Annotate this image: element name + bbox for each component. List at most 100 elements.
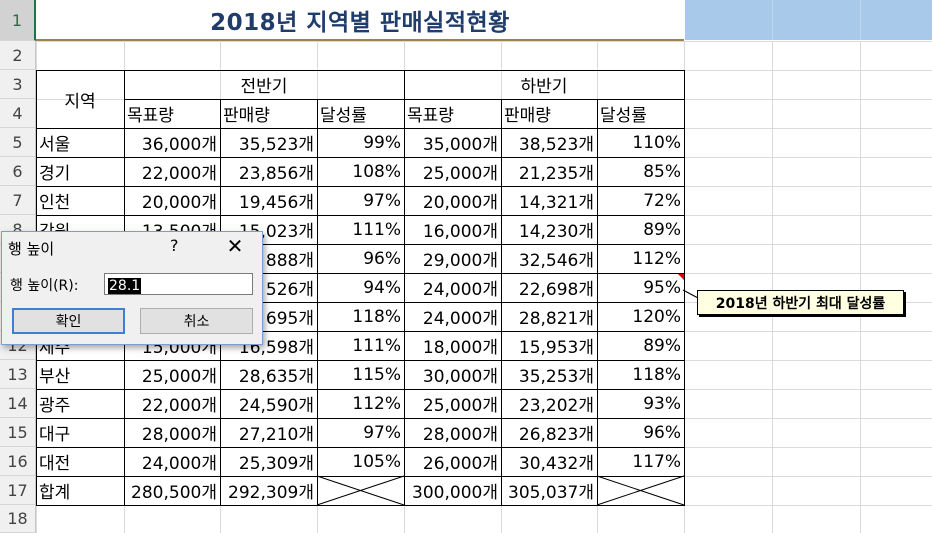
sheet-title[interactable]: 2018년 지역별 판매실적현황 <box>210 10 510 36</box>
value-cell[interactable]: 22,000개 <box>141 164 217 184</box>
cell-comment[interactable]: 2018년 하반기 최대 달성률 <box>697 290 904 315</box>
value-cell[interactable]: 24,000개 <box>422 309 498 329</box>
row-header-18[interactable]: 18 <box>0 505 36 533</box>
value-cell[interactable]: 97% <box>363 190 401 211</box>
value-cell[interactable]: 30,000개 <box>422 367 498 387</box>
value-cell[interactable]: 96% <box>363 248 401 269</box>
help-icon[interactable]: ? <box>170 236 179 255</box>
value-cell[interactable]: 25,000개 <box>422 396 498 416</box>
row-header-13[interactable]: 13 <box>0 360 36 389</box>
value-cell[interactable]: 26,000개 <box>422 454 498 474</box>
region-cell[interactable]: 대전 <box>39 454 71 474</box>
value-cell[interactable]: 118% <box>352 306 401 327</box>
value-cell[interactable]: 20,000개 <box>141 193 217 213</box>
value-cell[interactable]: 120% <box>632 306 681 327</box>
value-cell[interactable]: 35,000개 <box>422 135 498 155</box>
value-cell[interactable]: 32,546개 <box>518 251 594 271</box>
row-height-input[interactable]: 28.1 <box>104 273 253 295</box>
value-cell[interactable]: 111% <box>352 219 401 240</box>
row-header-3[interactable]: 3 <box>0 70 36 99</box>
header-second-half[interactable]: 하반기 <box>520 77 568 97</box>
value-cell[interactable]: 96% <box>643 422 681 443</box>
total-sales-second[interactable]: 305,037개 <box>508 483 594 503</box>
total-label[interactable]: 합계 <box>39 483 71 503</box>
value-cell[interactable]: 105% <box>352 451 401 472</box>
value-cell[interactable]: 35,253개 <box>518 367 594 387</box>
row-header-15[interactable]: 15 <box>0 418 36 447</box>
value-cell[interactable]: 89% <box>643 219 681 240</box>
value-cell[interactable]: 112% <box>632 248 681 269</box>
row-header-7[interactable]: 7 <box>0 186 36 215</box>
header-rate[interactable]: 달성률 <box>600 106 647 126</box>
value-cell[interactable]: 695개 <box>265 309 314 329</box>
region-cell[interactable]: 대구 <box>39 425 71 445</box>
row-header-6[interactable]: 6 <box>0 157 36 186</box>
value-cell[interactable]: 23,856개 <box>238 164 314 184</box>
value-cell[interactable]: 28,000개 <box>422 425 498 445</box>
header-target[interactable]: 목표량 <box>407 106 454 126</box>
row-header-16[interactable]: 16 <box>0 447 36 476</box>
region-cell[interactable]: 인천 <box>39 193 71 213</box>
value-cell[interactable]: 21,235개 <box>518 164 594 184</box>
value-cell[interactable]: 28,635개 <box>238 367 314 387</box>
value-cell[interactable]: 29,000개 <box>422 251 498 271</box>
row-header-2[interactable]: 2 <box>0 41 36 70</box>
header-sales[interactable]: 판매량 <box>223 106 270 126</box>
value-cell[interactable]: 26,823개 <box>518 425 594 445</box>
header-sales[interactable]: 판매량 <box>504 106 551 126</box>
row-header-14[interactable]: 14 <box>0 389 36 418</box>
value-cell[interactable]: 38,523개 <box>518 135 594 155</box>
value-cell[interactable]: 72% <box>643 190 681 211</box>
region-cell[interactable]: 경기 <box>39 164 71 184</box>
value-cell[interactable]: 22,698개 <box>518 280 594 300</box>
value-cell[interactable]: 25,000개 <box>141 367 217 387</box>
header-rate[interactable]: 달성률 <box>320 106 367 126</box>
value-cell[interactable]: 30,432개 <box>518 454 594 474</box>
value-cell[interactable]: 89% <box>643 335 681 356</box>
value-cell[interactable]: 117% <box>632 451 681 472</box>
value-cell[interactable]: 14,321개 <box>518 193 594 213</box>
region-cell[interactable]: 부산 <box>39 367 71 387</box>
value-cell[interactable]: 112% <box>352 393 401 414</box>
value-cell[interactable]: 94% <box>363 277 401 298</box>
total-target-second[interactable]: 300,000개 <box>412 483 498 503</box>
value-cell[interactable]: 18,000개 <box>422 338 498 358</box>
value-cell[interactable]: 118% <box>632 364 681 385</box>
value-cell[interactable]: 20,000개 <box>422 193 498 213</box>
row-header-17[interactable]: 17 <box>0 476 36 505</box>
value-cell[interactable]: 99% <box>363 132 401 153</box>
value-cell[interactable]: 24,000개 <box>422 280 498 300</box>
value-cell[interactable]: 22,000개 <box>141 396 217 416</box>
value-cell[interactable]: 25,000개 <box>422 164 498 184</box>
value-cell[interactable]: 15,953개 <box>518 338 594 358</box>
total-target-first[interactable]: 280,500개 <box>131 483 217 503</box>
header-first-half[interactable]: 전반기 <box>240 77 288 97</box>
value-cell[interactable]: 35,523개 <box>238 135 314 155</box>
value-cell[interactable]: 28,000개 <box>141 425 217 445</box>
row-header-1[interactable]: 1 <box>0 0 36 41</box>
value-cell[interactable]: 111% <box>352 335 401 356</box>
value-cell[interactable]: 85% <box>643 161 681 182</box>
region-cell[interactable]: 서울 <box>39 135 71 155</box>
value-cell[interactable]: 888개 <box>265 251 314 271</box>
value-cell[interactable]: 110% <box>632 132 681 153</box>
header-region[interactable]: 지역 <box>64 91 96 112</box>
total-sales-first[interactable]: 292,309개 <box>228 483 314 503</box>
value-cell[interactable]: 23,202개 <box>518 396 594 416</box>
value-cell[interactable]: 97% <box>363 422 401 443</box>
value-cell[interactable]: 25,309개 <box>238 454 314 474</box>
region-cell[interactable]: 광주 <box>39 396 71 416</box>
value-cell[interactable]: 28,821개 <box>518 309 594 329</box>
value-cell[interactable]: 16,000개 <box>422 222 498 242</box>
value-cell[interactable]: 95% <box>643 277 681 298</box>
row-header-5[interactable]: 5 <box>0 128 36 157</box>
ok-button[interactable]: 확인 <box>12 308 125 334</box>
value-cell[interactable]: 526개 <box>265 280 314 300</box>
value-cell[interactable]: 36,000개 <box>141 135 217 155</box>
value-cell[interactable]: 24,000개 <box>141 454 217 474</box>
value-cell[interactable]: 115% <box>352 364 401 385</box>
value-cell[interactable]: 24,590개 <box>238 396 314 416</box>
value-cell[interactable]: 19,456개 <box>238 193 314 213</box>
value-cell[interactable]: 27,210개 <box>238 425 314 445</box>
